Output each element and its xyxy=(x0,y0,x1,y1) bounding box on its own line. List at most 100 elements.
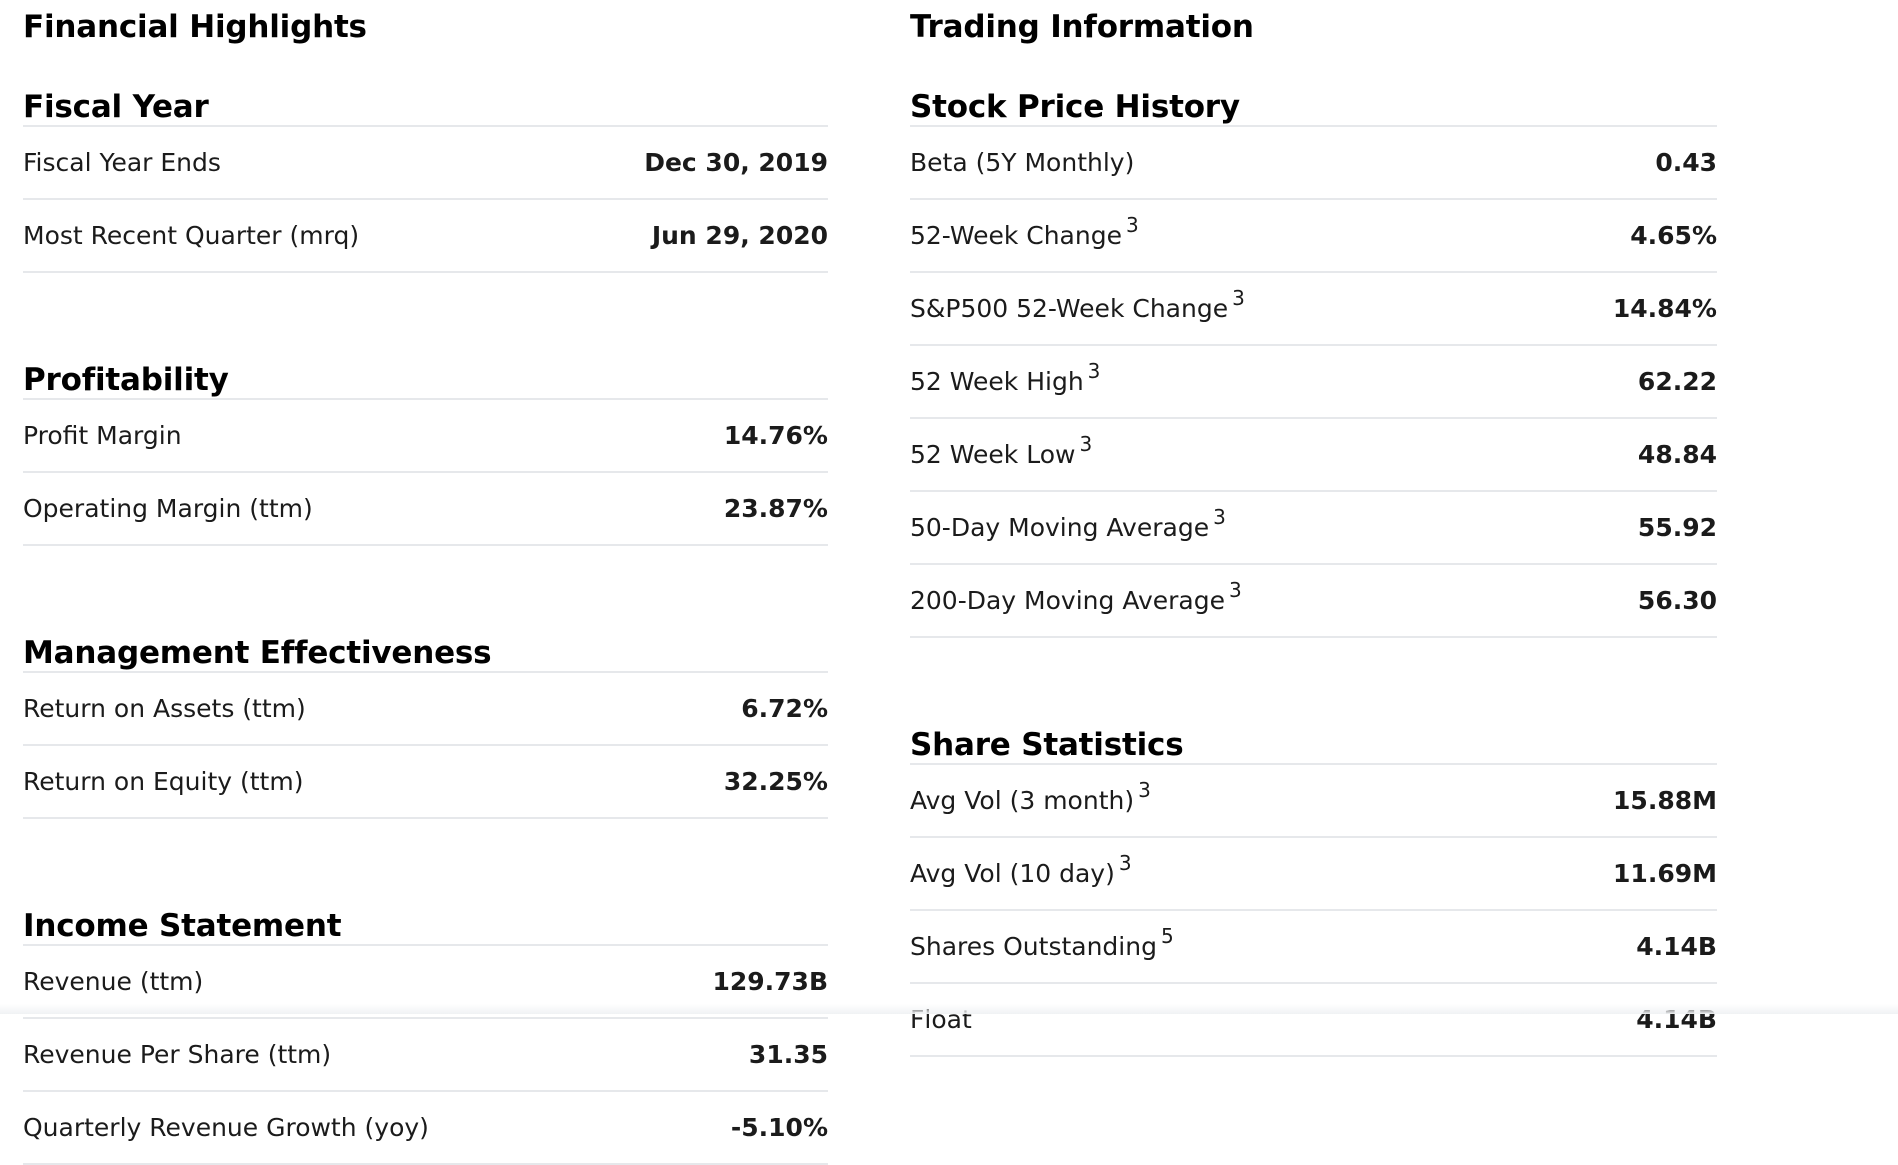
stat-label: 200-Day Moving Average 3 xyxy=(910,578,1242,615)
stat-label-text: Fiscal Year Ends xyxy=(23,148,221,177)
stat-label-text: Profit Margin xyxy=(23,421,182,450)
stat-label-text: 50-Day Moving Average xyxy=(910,513,1210,542)
footnote-marker: 3 xyxy=(1228,578,1242,602)
footnote-marker: 3 xyxy=(1118,851,1132,875)
stat-label: S&P500 52-Week Change 3 xyxy=(910,286,1245,323)
section-title-management-effectiveness: Management Effectiveness xyxy=(23,600,828,673)
stat-label-text: 52 Week Low xyxy=(910,440,1076,469)
stat-row-beta-5y-monthly: Beta (5Y Monthly) 0.43 xyxy=(910,127,1717,200)
stat-row-52-week-low: 52 Week Low 3 48.84 xyxy=(910,419,1717,492)
stat-value: 4.14B xyxy=(1636,932,1717,961)
stat-row-52-week-high: 52 Week High 3 62.22 xyxy=(910,346,1717,419)
stat-label-text: Return on Assets (ttm) xyxy=(23,694,306,723)
section-title-share-statistics: Share Statistics xyxy=(910,692,1717,765)
section-title-profitability: Profitability xyxy=(23,327,828,400)
section-spacer xyxy=(23,819,828,873)
stat-label: Fiscal Year Ends xyxy=(23,148,221,177)
stat-row-avg-vol-3-month: Avg Vol (3 month) 3 15.88M xyxy=(910,765,1717,838)
stat-value: 62.22 xyxy=(1637,367,1717,396)
financial-highlights-title: Financial Highlights xyxy=(23,9,367,45)
stat-label: 50-Day Moving Average 3 xyxy=(910,505,1226,542)
trading-information-sections: Stock Price History Beta (5Y Monthly) 0.43… xyxy=(910,54,1717,1057)
stat-value: 23.87% xyxy=(723,494,828,523)
stat-label: Beta (5Y Monthly) xyxy=(910,148,1134,177)
footnote-marker: 3 xyxy=(1125,213,1139,237)
stat-row-revenue-per-share-ttm: Revenue Per Share (ttm) 31.35 xyxy=(23,1019,828,1092)
stat-value: 4.65% xyxy=(1630,221,1717,250)
stat-label: Avg Vol (3 month) 3 xyxy=(910,778,1151,815)
bottom-edge-shade xyxy=(0,1004,1898,1014)
section-title-fiscal-year: Fiscal Year xyxy=(23,54,828,127)
stat-label-text: Operating Margin (ttm) xyxy=(23,494,313,523)
stat-value: 32.25% xyxy=(723,767,828,796)
stat-label-text: Beta (5Y Monthly) xyxy=(910,148,1135,177)
stat-row-fiscal-year-ends: Fiscal Year Ends Dec 30, 2019 xyxy=(23,127,828,200)
trading-information-column: Trading Information Stock Price History B… xyxy=(910,0,1717,1057)
footnote-marker: 3 xyxy=(1213,505,1226,529)
stat-value: 6.72% xyxy=(741,694,828,723)
stat-row-return-on-assets-ttm: Return on Assets (ttm) 6.72% xyxy=(23,673,828,746)
stat-row-float: Float 4.14B xyxy=(910,984,1717,1057)
stat-label-text: Shares Outstanding xyxy=(910,932,1157,961)
financial-highlights-sections: Fiscal Year Fiscal Year Ends Dec 30, 2019 M… xyxy=(23,54,828,1165)
stat-value: 55.92 xyxy=(1637,513,1717,542)
stat-value: 0.43 xyxy=(1655,148,1717,177)
stat-label: 52 Week High 3 xyxy=(910,359,1100,396)
stat-label-text: 200-Day Moving Average xyxy=(910,586,1225,615)
footnote-marker: 3 xyxy=(1087,359,1101,383)
stat-value: 14.76% xyxy=(723,421,828,450)
stat-row-avg-vol-10-day: Avg Vol (10 day) 3 11.69M xyxy=(910,838,1717,911)
stat-label: 52-Week Change 3 xyxy=(910,213,1139,250)
stat-row-50-day-moving-average: 50-Day Moving Average 3 55.92 xyxy=(910,492,1717,565)
stat-row-profit-margin: Profit Margin 14.76% xyxy=(23,400,828,473)
stat-value: 31.35 xyxy=(748,1040,828,1069)
stat-row-sandp500-52-week-change: S&P500 52-Week Change 3 14.84% xyxy=(910,273,1717,346)
stat-value: 48.84 xyxy=(1637,440,1717,469)
footnote-marker: 3 xyxy=(1079,432,1093,456)
stat-label-text: Avg Vol (3 month) xyxy=(910,786,1135,815)
section-title-stock-price-history: Stock Price History xyxy=(910,54,1717,127)
stat-row-quarterly-revenue-growth-yoy: Quarterly Revenue Growth (yoy) -5.10% xyxy=(23,1092,828,1165)
financial-highlights-column: Financial Highlights Fiscal Year Fiscal Y… xyxy=(23,0,828,1165)
stat-value: -5.10% xyxy=(730,1113,828,1142)
stat-row-return-on-equity-ttm: Return on Equity (ttm) 32.25% xyxy=(23,746,828,819)
section-spacer xyxy=(910,638,1717,692)
stat-label: Revenue Per Share (ttm) xyxy=(23,1040,331,1069)
stat-value: Dec 30, 2019 xyxy=(644,148,828,177)
stat-label: Quarterly Revenue Growth (yoy) xyxy=(23,1113,429,1142)
stat-label-text: Quarterly Revenue Growth (yoy) xyxy=(23,1113,429,1142)
trading-information-title: Trading Information xyxy=(910,9,1254,45)
stat-label: Revenue (ttm) xyxy=(23,967,203,996)
stat-label-text: 52-Week Change xyxy=(910,221,1122,250)
stat-label: Most Recent Quarter (mrq) xyxy=(23,221,359,250)
stat-label: Avg Vol (10 day) 3 xyxy=(910,851,1132,888)
stat-label-text: Revenue Per Share (ttm) xyxy=(23,1040,332,1069)
section-spacer xyxy=(23,546,828,600)
stat-row-52-week-change: 52-Week Change 3 4.65% xyxy=(910,200,1717,273)
section-spacer xyxy=(23,273,828,327)
stat-label: Operating Margin (ttm) xyxy=(23,494,313,523)
stat-value: 129.73B xyxy=(712,967,828,996)
stat-label-text: Avg Vol (10 day) xyxy=(910,859,1115,888)
footnote-marker: 3 xyxy=(1138,778,1151,802)
footnote-marker: 3 xyxy=(1232,286,1245,310)
stat-value: 15.88M xyxy=(1613,786,1717,815)
stat-label: 52 Week Low 3 xyxy=(910,432,1092,469)
stat-label: Return on Equity (ttm) xyxy=(23,767,303,796)
stat-value: Jun 29, 2020 xyxy=(651,221,828,250)
stat-label-text: 52 Week High xyxy=(910,367,1084,396)
stat-label: Profit Margin xyxy=(23,421,182,450)
footnote-marker: 5 xyxy=(1160,924,1174,948)
stat-value: 56.30 xyxy=(1637,586,1717,615)
stat-label-text: Return on Equity (ttm) xyxy=(23,767,304,796)
stat-row-shares-outstanding: Shares Outstanding 5 4.14B xyxy=(910,911,1717,984)
stat-value: 11.69M xyxy=(1613,859,1717,888)
stat-label-text: Revenue (ttm) xyxy=(23,967,204,996)
stat-row-operating-margin-ttm: Operating Margin (ttm) 23.87% xyxy=(23,473,828,546)
stat-label: Shares Outstanding 5 xyxy=(910,924,1174,961)
stat-label-text: S&P500 52-Week Change xyxy=(910,294,1229,323)
stat-row-200-day-moving-average: 200-Day Moving Average 3 56.30 xyxy=(910,565,1717,638)
stat-label: Return on Assets (ttm) xyxy=(23,694,306,723)
stat-label-text: Most Recent Quarter (mrq) xyxy=(23,221,360,250)
section-title-income-statement: Income Statement xyxy=(23,873,828,946)
